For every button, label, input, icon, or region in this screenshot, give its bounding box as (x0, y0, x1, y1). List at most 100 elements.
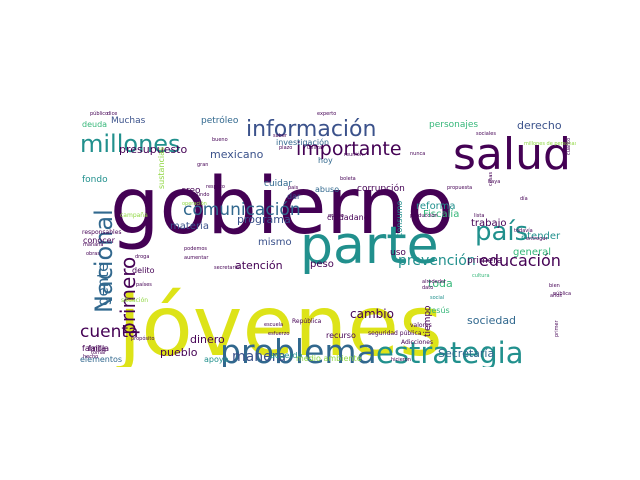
word-apoyo: apoyo (204, 355, 229, 364)
word-dar: dar (287, 192, 301, 201)
word-familia: familia (82, 344, 109, 353)
word-estrategia: estrategia (376, 336, 523, 367)
word-respeto: respeto (206, 184, 225, 190)
word-valores: valores (410, 322, 432, 329)
word-público: público (90, 110, 108, 117)
word-atender: atender (521, 231, 561, 242)
word-sustancias: sustancias (157, 147, 166, 189)
word-seguridad-pública: seguridad pública (368, 330, 422, 337)
word-uso: uso (390, 248, 406, 258)
word-sociales: sociales (476, 131, 496, 137)
word-cultura: cultura (472, 273, 490, 279)
word-saber: saber (273, 133, 288, 139)
word-día: día (520, 195, 528, 202)
word-pueblo: pueblo (160, 346, 198, 359)
word-cuidar: cuidar (264, 179, 292, 189)
word-prevención: prevención (398, 253, 476, 269)
word-experto: experto (317, 111, 336, 117)
word-nacional: Nacional (90, 209, 118, 313)
word-personajes: personajes (429, 120, 478, 130)
word-sociedad: sociedad (467, 314, 516, 327)
word-elementos: elementos (80, 355, 122, 364)
word-responsables: responsables (82, 229, 122, 236)
word-países: países (136, 281, 152, 288)
word-primer: primer (554, 319, 560, 337)
word-hicieron: hicieron (391, 357, 411, 363)
word-social: social (430, 295, 444, 301)
word-entregar: entregar (526, 236, 548, 242)
word-abuso: abuso (315, 185, 339, 194)
word-presupuesto: presupuesto (119, 143, 187, 156)
word-mexicano: mexicano (210, 148, 264, 161)
word-cosas: cosas (488, 172, 494, 186)
word-tomar: tomar (91, 350, 107, 356)
word-secretaria: secretaria (214, 265, 239, 271)
word-millones-de-personas: millones de personas (524, 141, 576, 147)
word-conocer: conocer (83, 236, 116, 245)
word-reunión: reunión (344, 151, 363, 158)
word-reforma: reforma (416, 201, 456, 212)
word-investigación: investigación (276, 137, 329, 147)
word-esfuerzo: esfuerzo (268, 331, 289, 337)
word-pública: pública (553, 290, 571, 297)
word-podemos: podemos (184, 246, 207, 252)
word-dato: dato (422, 285, 433, 291)
word-lista: lista (474, 213, 484, 219)
word-tiempo: tiempo (423, 305, 433, 337)
word-dinero: dinero (190, 333, 225, 346)
word-país: país (475, 217, 528, 247)
word-comunicación: comunicación (183, 200, 301, 220)
word-aumentar: aumentar (184, 255, 209, 261)
word-bien: bien (549, 283, 560, 289)
word-adicciones: Adicciones (401, 339, 433, 346)
word-gobierno: gobierno (110, 162, 454, 252)
word-obras: obras (86, 251, 100, 257)
word-atención: atención (235, 259, 283, 272)
word-hecho: hecho (83, 354, 98, 360)
word-deuda: deuda (82, 120, 107, 129)
word-ciudadano: ciudadano (327, 213, 369, 222)
word-utilizar: utilizar (307, 145, 325, 151)
word-boleta: boleta (340, 176, 356, 182)
word-materia: materia (170, 221, 209, 232)
word-educación: educación (479, 251, 561, 270)
word-mundo: mundo (192, 192, 209, 198)
word-mismo: mismo (258, 237, 292, 248)
word-secretaría: Secretaría (438, 347, 494, 360)
word-delito: delito (132, 266, 155, 275)
word-gran: gran (197, 162, 208, 168)
word-general: general (513, 247, 551, 258)
word-importante: importante (296, 138, 402, 160)
word-plazo: plazo (279, 145, 292, 151)
word-cuanto: cuanto (566, 138, 572, 155)
word-salud: salud (453, 129, 571, 180)
word-operación: operación (182, 200, 207, 207)
word-haya: haya (488, 179, 500, 185)
word-hoy: hoy (318, 156, 333, 165)
word-situación: situación (121, 297, 148, 304)
word-corrupción: corrupción (357, 183, 405, 194)
word-todavía: todavía (514, 227, 533, 234)
word-medio-ambiente: medio ambiente (296, 354, 362, 363)
word-toda: toda (428, 277, 453, 290)
word-propósito: propósito (131, 335, 154, 342)
word-alrededor: alrededor (422, 279, 447, 285)
word-petróleo: petróleo (201, 115, 239, 126)
word-años: años (550, 293, 562, 299)
word-millones: millones (80, 130, 181, 158)
word-nunca: nunca (410, 151, 425, 157)
word-pais: pais (288, 185, 299, 191)
word-producción: producción (410, 212, 438, 219)
word-gente: gente (94, 263, 112, 306)
word-manera: manera (232, 349, 286, 365)
word-fiscalía: Fiscalía (423, 208, 459, 220)
word-derecho: derecho (517, 119, 562, 132)
word-fondo: fondo (82, 175, 108, 185)
word-acuerdo: acuerdo (270, 351, 303, 360)
word-falta: falta (88, 344, 106, 353)
word-parte: parte (300, 216, 439, 276)
word-recurso: recurso (326, 331, 356, 340)
word-peso: peso (310, 259, 334, 270)
word-mañana: mañana (83, 242, 103, 248)
